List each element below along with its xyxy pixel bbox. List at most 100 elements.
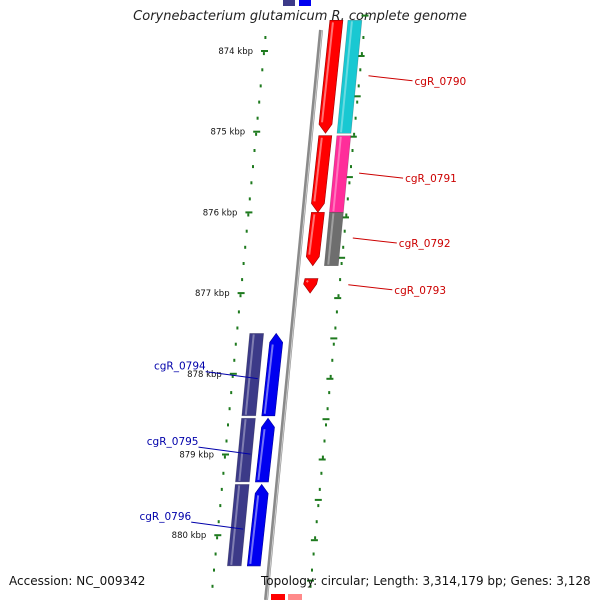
inner-tick-dot [259,84,262,88]
gene-leader-line [198,446,251,455]
outer-tick-dot [332,342,335,346]
gene-features [226,19,363,567]
outer-tick-dot [360,52,363,56]
gene-leader-line [352,237,397,244]
inner-tick-dot [223,455,226,459]
outer-tick-dot [318,487,321,491]
cog-block-shine [238,419,247,482]
gene-arrow [303,278,319,294]
outer-tick-dot [315,520,318,524]
inner-tick-dot [225,439,228,443]
cog-block [323,212,344,267]
outer-tick-dot [346,197,349,201]
inner-tick-dot [247,213,250,217]
gene-leader-line [368,75,413,82]
outer-tick-dot [339,278,342,282]
outer-tick-dot [350,165,352,169]
outer-tick-dot [335,310,338,314]
outer-major-tick [330,337,338,340]
outer-tick-dot [326,407,329,411]
inner-tick-dot [248,197,251,201]
outer-tick-dot [357,84,360,88]
topology-text: Topology: circular; Length: 3,314,179 bp… [261,574,591,588]
gene-arrow-shine [305,279,309,283]
ruler-label: 877 kbp [195,289,230,299]
cog-block [241,333,265,417]
gene-label: cgR_0793 [394,285,446,297]
ruler-label: 879 kbp [179,451,214,461]
outer-major-tick [322,418,330,421]
outer-tick-dot [362,36,365,39]
outer-major-tick [361,14,369,17]
outer-tick-dot [340,262,343,265]
gene-label: cgR_0791 [405,173,457,185]
edge-fragment-top [299,0,311,6]
outer-tick-dot [354,116,357,120]
outer-major-tick [334,297,342,300]
map-title: Corynebacterium glutamicum R, complete g… [133,9,467,24]
inner-tick-dot [234,342,237,346]
gene-arrow [318,19,344,134]
inner-tick-dot [244,245,247,249]
inner-tick-dot [253,149,256,152]
gene-label: cgR_0792 [399,238,451,250]
gene-arrow-shine [313,137,323,202]
gene-leader-line [191,521,244,530]
inner-tick-dot [233,358,236,362]
outer-tick-dot [348,181,351,185]
inner-tick-dot [255,132,258,136]
outer-major-tick [307,579,314,582]
inner-tick-dot [261,68,264,72]
inner-tick-dot [228,407,231,411]
gene-arrow-shine [263,344,274,414]
outer-major-tick [357,55,365,57]
ruler-major-tick [261,50,268,52]
outer-tick-dot [359,68,362,72]
inner-tick-dot [219,504,222,508]
gene-arrow [255,417,275,483]
ruler-major-tick [237,292,245,295]
outer-tick-dot [309,584,312,588]
outer-tick-dot [345,213,348,217]
cog-block-shine [340,21,353,133]
inner-tick-dot [213,568,215,572]
gene-label: cgR_0790 [415,76,467,88]
gene-leader-line [359,172,404,179]
outer-tick-dot [328,391,331,395]
outer-tick-dot [321,455,324,459]
ruler-major-tick [229,372,237,375]
outer-major-tick [326,377,334,380]
gene-arrow [246,483,269,567]
gene-leader-line [348,284,393,291]
ruler-label: 878 kbp [187,370,222,380]
outer-tick-dot [325,423,327,427]
edge-fragment-top [283,0,295,6]
outer-major-tick [314,498,322,501]
outer-tick-dot [314,536,317,540]
edge-fragments [271,0,311,600]
inner-tick-dot [211,584,214,588]
inner-tick-dot [217,520,220,524]
inner-tick-dot [250,181,253,185]
gene-arrow [311,135,333,213]
outer-major-tick [338,256,346,259]
outer-major-tick [318,458,326,461]
gene-label: cgR_0794 [154,361,206,373]
kbp-ruler: 874 kbp 875 kbp 876 kbp 877 kbp 878 kbp 879 k… [172,47,268,541]
ruler-label: 875 kbp [211,128,246,138]
edge-fragment-bottom [271,594,285,600]
ruler-major-tick [214,534,222,537]
cog-block [226,484,250,567]
inner-tick-dot [252,165,254,169]
outer-tick-dot [356,100,359,104]
inner-tick-dot [236,326,239,330]
outer-tick-dot [343,229,346,233]
inner-tick-dot [227,423,229,427]
ruler-major-tick [253,130,261,133]
inner-tick-dot [242,262,245,265]
edge-fragment-bottom [288,594,302,600]
outer-tick-dot [312,552,315,556]
cog-block-shine [332,136,342,212]
backbone-line [264,29,323,600]
